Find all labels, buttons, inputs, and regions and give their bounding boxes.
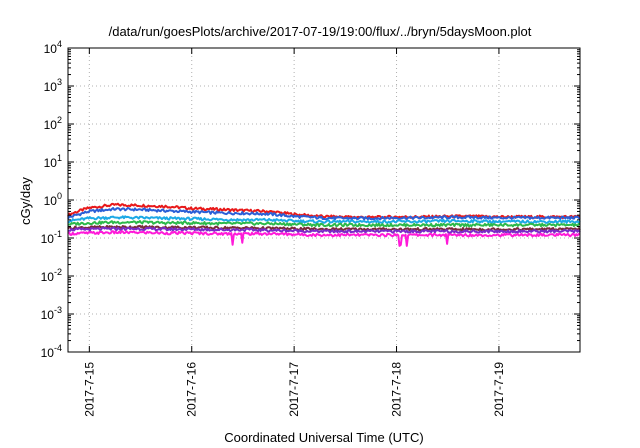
series-line xyxy=(67,226,581,234)
series-lines xyxy=(67,202,581,247)
series-line xyxy=(67,202,581,220)
y-tick-label: 10-1 xyxy=(41,229,62,246)
y-tick-labels: 10-4 10-3 10-2 10-1 100 101 102 103 104 xyxy=(41,39,62,360)
y-tick-label: 100 xyxy=(44,191,62,208)
x-tick-label: 2017-7-18 xyxy=(390,362,404,417)
x-tick-label: 2017-7-19 xyxy=(492,362,506,417)
y-tick-label: 10-3 xyxy=(41,305,62,322)
x-tick-label: 2017-7-15 xyxy=(82,362,96,417)
y-tick-label: 10-4 xyxy=(41,343,62,360)
y-tick-label: 103 xyxy=(44,77,62,94)
series-line xyxy=(67,230,581,247)
axes-frame xyxy=(67,47,581,353)
series-line xyxy=(67,215,581,224)
y-tick-label: 10-2 xyxy=(41,267,62,284)
x-axis-title: Coordinated Universal Time (UTC) xyxy=(224,430,423,445)
chart-title: /data/run/goesPlots/archive/2017-07-19/1… xyxy=(109,24,532,39)
x-tick-label: 2017-7-17 xyxy=(287,362,301,417)
plot-frame xyxy=(67,47,581,353)
series-line xyxy=(67,220,581,228)
y-tick-label: 102 xyxy=(44,115,62,132)
y-axis-title: cGy/day xyxy=(18,177,33,225)
grid-lines xyxy=(68,48,580,352)
series-line xyxy=(67,207,581,221)
x-tick-labels: 2017-7-15 2017-7-16 2017-7-17 2017-7-18 2017… xyxy=(82,362,506,417)
x-tick-label: 2017-7-16 xyxy=(185,362,199,417)
y-tick-label: 104 xyxy=(44,39,62,56)
y-tick-label: 101 xyxy=(44,153,62,170)
